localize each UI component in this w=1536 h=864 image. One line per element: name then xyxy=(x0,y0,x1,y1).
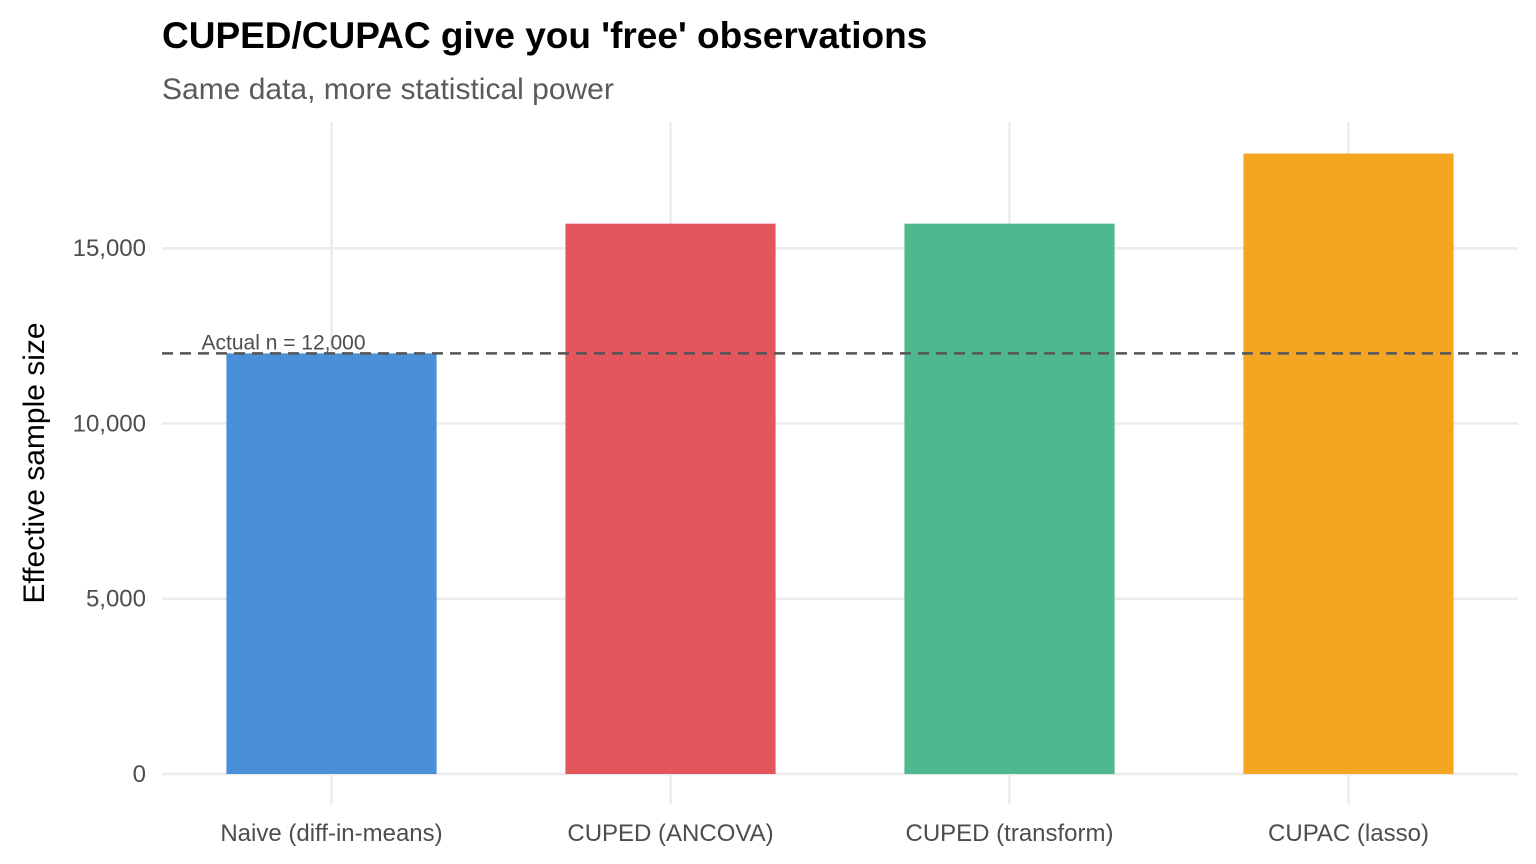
y-tick-label: 15,000 xyxy=(73,235,146,262)
x-tick-label: Naive (diff-in-means) xyxy=(220,820,442,847)
bar-2 xyxy=(904,223,1115,775)
y-tick-label: 5,000 xyxy=(86,586,146,613)
y-tick-label: 10,000 xyxy=(73,410,146,437)
chart-title: CUPED/CUPAC give you 'free' observations xyxy=(162,15,927,56)
chart-subtitle: Same data, more statistical power xyxy=(162,73,614,106)
y-axis-label: Effective sample size xyxy=(18,322,51,603)
axis-ticks: 0 5,000 10,000 15,000 Naive (diff-in-means) C… xyxy=(73,235,1429,847)
x-tick-label: CUPAC (lasso) xyxy=(1268,820,1429,847)
reference-line-label: Actual n = 12,000 xyxy=(202,331,366,354)
bars xyxy=(226,153,1454,775)
bar-1 xyxy=(565,223,776,775)
y-tick-label: 0 xyxy=(133,761,146,788)
reference-line-group: Actual n = 12,000 xyxy=(162,331,1518,355)
bar-0 xyxy=(226,353,437,774)
x-tick-label: CUPED (transform) xyxy=(905,820,1113,847)
x-tick-label: CUPED (ANCOVA) xyxy=(567,820,773,847)
bar-3 xyxy=(1243,153,1454,774)
